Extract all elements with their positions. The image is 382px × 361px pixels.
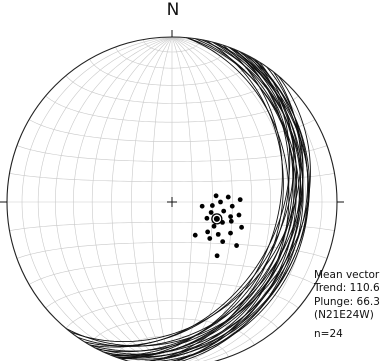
pole-point [208,210,214,215]
grid-great-circle [171,36,213,361]
pole-points [192,193,244,259]
pole-point [220,239,226,244]
pole-point [211,223,217,229]
grid-great-circle [171,36,233,361]
pole-point [218,199,223,205]
grid-great-circle [151,36,173,361]
pole-point [207,236,213,241]
grid-great-circle [171,36,271,361]
great-circle [120,44,283,360]
sample-count: n=24 [314,327,343,340]
stats-block: Mean vector Trend: 110.6 Plunge: 66.3 (N… [314,269,380,341]
great-circle [180,37,300,361]
pole-point [205,229,211,235]
great-circle [110,48,290,356]
great-circle [65,75,311,347]
great-circle [129,42,310,361]
great-circle [149,40,284,361]
pole-point [234,243,239,248]
grid-great-circle [131,36,173,361]
pole-point [228,218,234,224]
great-circle [84,61,295,347]
grid-great-circle [111,36,173,361]
pole-point [239,224,244,230]
mean-vector-point [213,215,220,222]
pole-point [221,208,227,214]
great-circle [170,39,304,361]
grid-great-circle [171,36,193,361]
great-circle [70,71,301,343]
mean-vector-title: Mean vector [314,269,380,281]
pole-point [229,203,235,209]
plunge-value: Plunge: 66.3 [314,295,380,308]
great-circles [6,36,338,361]
trend-value: Trend: 110.6 [314,282,380,295]
great-circle [89,58,291,348]
grid-great-circle [73,36,173,361]
grid-great-circle [37,36,173,361]
pole-point [237,197,243,203]
plane-orientation: (N21E24W) [314,309,374,322]
net-ticks [0,30,344,207]
grid-great-circle [91,36,173,361]
pole-point [228,230,233,236]
north-label: N [166,0,180,20]
great-circle [115,46,309,360]
pole-point [215,231,221,237]
pole-point [225,194,231,200]
pole-point [214,253,220,259]
grid-great-circle [55,36,173,361]
pole-point [236,212,242,218]
great-circle [176,37,290,361]
pole-point [192,232,198,238]
great-circle [110,48,298,357]
pole-point [228,214,234,220]
pole-point [199,203,205,209]
grid-great-circle [171,36,253,361]
pole-point [213,193,219,199]
pole-point [204,215,210,221]
great-circle [129,42,302,361]
pole-point [209,203,215,208]
